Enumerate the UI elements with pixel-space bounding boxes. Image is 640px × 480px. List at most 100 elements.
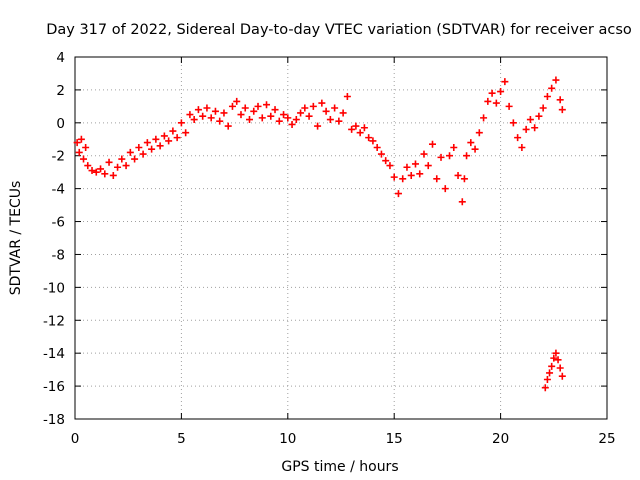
y-tick-label: -8 <box>52 247 65 263</box>
data-point <box>309 102 317 110</box>
data-point <box>539 104 547 112</box>
data-point <box>207 114 215 122</box>
data-point <box>352 122 360 130</box>
y-tick-label: 2 <box>56 83 65 99</box>
data-point <box>301 104 309 112</box>
data-point <box>348 125 356 133</box>
data-point <box>126 148 134 156</box>
x-axis: 0 5 10 15 20 25 <box>71 57 616 447</box>
data-point <box>182 129 190 137</box>
data-points <box>73 76 566 392</box>
data-point <box>80 155 88 163</box>
data-point <box>73 139 81 147</box>
data-point <box>118 155 126 163</box>
data-point <box>186 111 194 119</box>
data-point <box>143 139 151 147</box>
data-point <box>280 111 288 119</box>
data-point <box>211 107 219 115</box>
chart-title: Day 317 of 2022, Sidereal Day-to-day VTE… <box>46 22 632 38</box>
x-axis-label: GPS time / hours <box>281 459 398 475</box>
data-point-low-arc <box>554 356 562 364</box>
data-point <box>318 99 326 107</box>
data-point <box>271 106 279 114</box>
y-tick-label: -10 <box>43 280 65 296</box>
x-tick-label: 15 <box>386 431 403 447</box>
data-point <box>322 107 330 115</box>
data-point <box>531 124 539 132</box>
data-point <box>548 84 556 92</box>
data-point <box>305 112 313 120</box>
data-point <box>441 185 449 193</box>
data-point <box>314 122 322 130</box>
y-tick-label: 0 <box>56 116 65 132</box>
data-point <box>386 162 394 170</box>
data-point <box>446 152 454 160</box>
data-point <box>250 107 258 115</box>
data-point <box>288 120 296 128</box>
data-point <box>220 109 228 117</box>
data-point <box>505 102 513 110</box>
data-point <box>331 104 339 112</box>
data-point <box>156 142 164 150</box>
data-point <box>82 144 90 151</box>
data-point <box>390 173 398 181</box>
data-point <box>480 114 488 122</box>
data-point <box>241 104 249 112</box>
data-point <box>484 97 492 105</box>
data-point <box>501 78 509 86</box>
data-point-low-arc <box>548 362 556 370</box>
data-point <box>275 117 283 125</box>
data-point <box>463 152 471 160</box>
y-tick-label: -4 <box>52 182 65 198</box>
data-point <box>139 150 147 158</box>
data-point <box>263 101 271 109</box>
data-point <box>284 114 292 122</box>
data-point <box>552 76 560 84</box>
data-point <box>369 137 377 145</box>
data-point-low-arc <box>546 369 554 377</box>
data-point <box>216 117 224 125</box>
data-point <box>152 135 160 143</box>
data-point <box>377 150 385 158</box>
x-tick-label: 25 <box>598 431 615 447</box>
data-point <box>558 106 566 114</box>
data-point <box>88 167 96 175</box>
data-point <box>75 148 83 156</box>
data-point <box>245 116 253 124</box>
data-point <box>135 144 143 151</box>
data-point-low-arc <box>556 364 564 372</box>
data-point <box>169 127 177 135</box>
data-point <box>92 168 100 176</box>
data-point <box>382 157 390 165</box>
data-point <box>373 144 381 151</box>
data-point <box>254 102 262 110</box>
data-point-low-arc <box>552 349 560 357</box>
x-tick-label: 0 <box>71 431 80 447</box>
y-tick-label: -14 <box>43 346 65 362</box>
data-point <box>411 160 419 168</box>
data-point <box>297 109 305 117</box>
data-point <box>165 137 173 145</box>
data-point <box>488 89 496 97</box>
data-point-low-arc <box>543 376 551 384</box>
data-point <box>526 116 534 124</box>
data-point <box>543 92 551 100</box>
data-point <box>416 170 424 178</box>
data-point <box>97 165 105 173</box>
data-point <box>509 119 517 127</box>
data-point <box>224 122 232 130</box>
data-point <box>394 190 402 198</box>
data-point-low-arc <box>550 354 558 362</box>
data-point <box>105 158 113 166</box>
data-point <box>84 162 92 170</box>
data-point <box>177 119 185 127</box>
y-tick-label: -6 <box>52 215 65 231</box>
data-point <box>522 125 530 133</box>
data-point <box>420 150 428 158</box>
data-point <box>258 114 266 122</box>
data-point <box>497 88 505 96</box>
data-point <box>228 102 236 110</box>
data-point <box>471 145 479 153</box>
data-point <box>267 112 275 120</box>
y-tick-label: -12 <box>43 313 65 329</box>
